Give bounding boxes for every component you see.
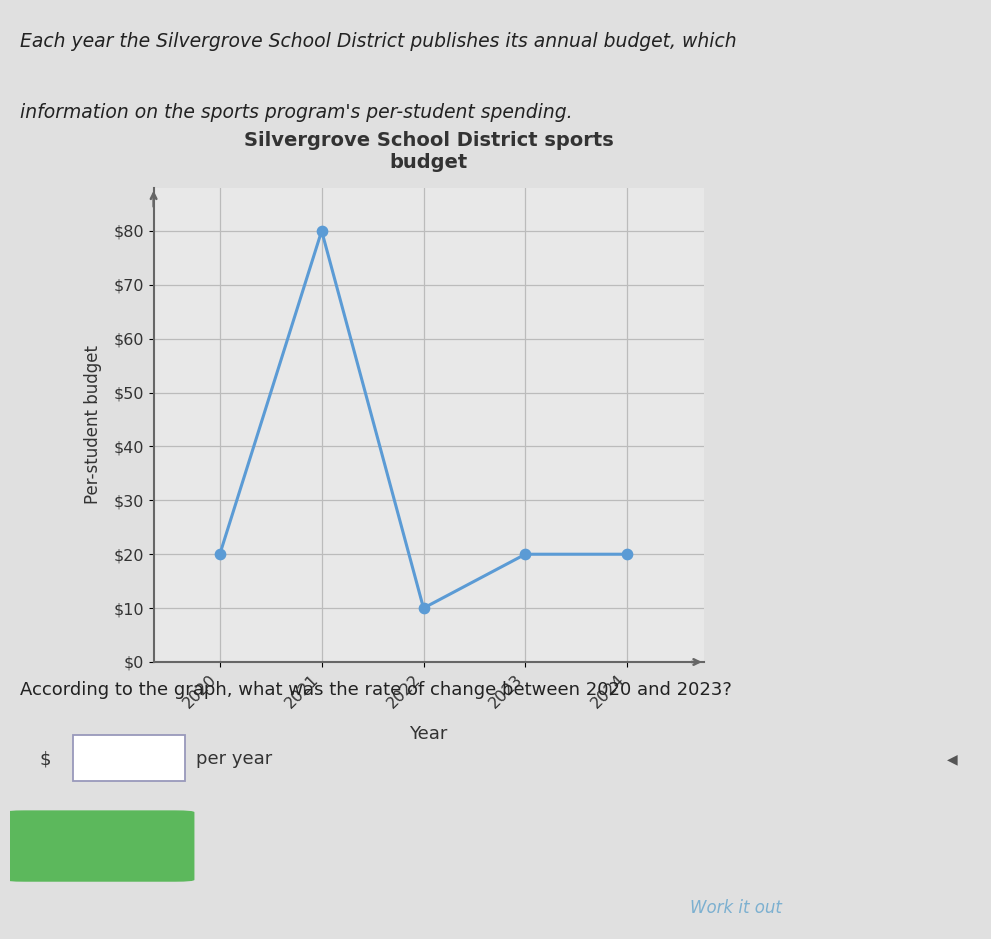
Text: per year: per year bbox=[196, 750, 273, 768]
X-axis label: Year: Year bbox=[409, 725, 448, 743]
Point bbox=[212, 546, 228, 562]
Y-axis label: Per-student budget: Per-student budget bbox=[84, 346, 102, 504]
Point bbox=[314, 223, 330, 239]
FancyBboxPatch shape bbox=[5, 810, 194, 882]
Point bbox=[415, 601, 431, 616]
Title: Silvergrove School District sports
budget: Silvergrove School District sports budge… bbox=[244, 131, 613, 173]
Text: $: $ bbox=[39, 750, 51, 768]
Text: Each year the Silvergrove School District publishes its annual budget, which: Each year the Silvergrove School Distric… bbox=[20, 32, 736, 51]
Text: information on the sports program's per-student spending.: information on the sports program's per-… bbox=[20, 102, 572, 121]
Point bbox=[619, 546, 635, 562]
FancyBboxPatch shape bbox=[73, 735, 184, 781]
Point bbox=[517, 546, 533, 562]
Text: Submit: Submit bbox=[64, 831, 137, 850]
Text: According to the graph, what was the rate of change between 2020 and 2023?: According to the graph, what was the rat… bbox=[20, 681, 731, 700]
Text: Work it out: Work it out bbox=[690, 899, 782, 917]
Text: ◀: ◀ bbox=[947, 752, 957, 766]
